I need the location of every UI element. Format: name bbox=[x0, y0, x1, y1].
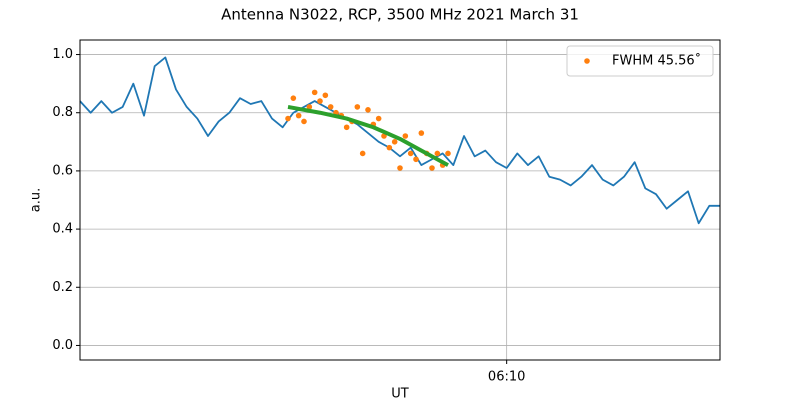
data-point bbox=[359, 150, 366, 157]
data-point bbox=[301, 118, 307, 125]
data-line bbox=[79, 56, 720, 225]
data-point bbox=[354, 104, 361, 110]
data-point bbox=[343, 124, 350, 131]
data-point bbox=[311, 89, 318, 96]
y-tick-label: 1.0 bbox=[52, 47, 73, 62]
data-point bbox=[306, 104, 313, 110]
legend-marker bbox=[584, 58, 590, 64]
data-point bbox=[375, 115, 382, 122]
data-point bbox=[322, 92, 329, 99]
data-point bbox=[434, 150, 441, 157]
legend-label: FWHM 45.56˚ bbox=[612, 53, 701, 69]
y-tick-label: 0.6 bbox=[52, 163, 73, 178]
data-point bbox=[290, 95, 297, 101]
y-tick-label: 0.8 bbox=[52, 105, 73, 120]
y-tick-label: 0.0 bbox=[52, 338, 73, 353]
y-axis-label: a.u. bbox=[29, 188, 44, 212]
x-tick-label: 06:10 bbox=[488, 370, 525, 385]
x-axis-label: UT bbox=[391, 387, 409, 400]
data-point bbox=[397, 165, 403, 171]
data-point bbox=[327, 104, 334, 110]
data-point bbox=[386, 144, 393, 151]
data-point bbox=[407, 150, 414, 157]
plot-frame bbox=[79, 39, 721, 361]
data-point bbox=[391, 139, 398, 145]
chart-title: Antenna N3022, RCP, 3500 MHz 2021 March … bbox=[221, 6, 579, 24]
data-point bbox=[402, 133, 409, 139]
data-point bbox=[285, 115, 291, 122]
data-point bbox=[445, 150, 451, 157]
data-point bbox=[365, 107, 371, 113]
y-tick-label: 0.2 bbox=[52, 280, 73, 295]
legend-box bbox=[566, 45, 714, 77]
data-point bbox=[413, 156, 419, 163]
data-point bbox=[429, 165, 435, 171]
data-point bbox=[295, 112, 302, 119]
y-tick-label: 0.4 bbox=[52, 222, 73, 237]
data-point bbox=[317, 98, 323, 104]
data-line bbox=[287, 104, 449, 167]
data-point bbox=[418, 130, 425, 136]
